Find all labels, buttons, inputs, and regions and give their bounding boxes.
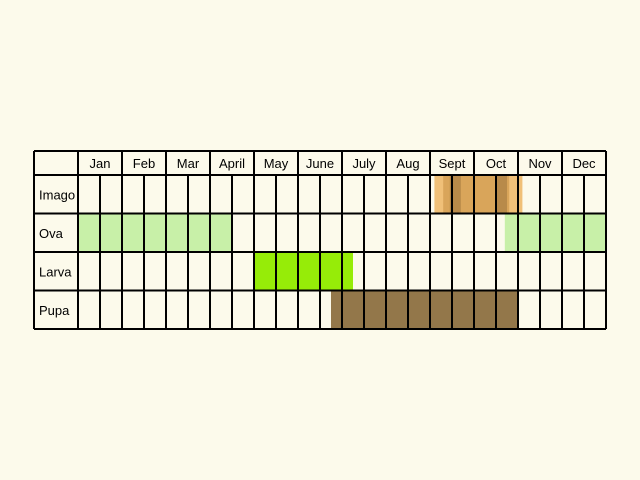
period-bar-imago-2: [449, 175, 461, 214]
period-bar-larva-0: [254, 252, 353, 291]
period-bar-ova-0: [78, 213, 232, 252]
stage-label-pupa: Pupa: [39, 303, 70, 318]
month-label-6: July: [352, 156, 376, 171]
month-label-4: May: [264, 156, 289, 171]
month-label-3: April: [219, 156, 245, 171]
stage-label-larva: Larva: [39, 264, 72, 279]
month-label-9: Oct: [486, 156, 507, 171]
month-label-7: Aug: [396, 156, 419, 171]
month-label-0: Jan: [90, 156, 111, 171]
month-label-2: Mar: [177, 156, 200, 171]
stage-label-ova: Ova: [39, 226, 64, 241]
month-label-11: Dec: [572, 156, 596, 171]
stage-label-imago: Imago: [39, 187, 75, 202]
month-label-10: Nov: [528, 156, 552, 171]
month-label-1: Feb: [133, 156, 155, 171]
month-label-5: June: [306, 156, 334, 171]
month-label-8: Sept: [439, 156, 466, 171]
period-bar-pupa-0: [331, 290, 518, 329]
period-bar-imago-3: [496, 175, 507, 214]
period-bar-ova-1: [504, 213, 606, 252]
